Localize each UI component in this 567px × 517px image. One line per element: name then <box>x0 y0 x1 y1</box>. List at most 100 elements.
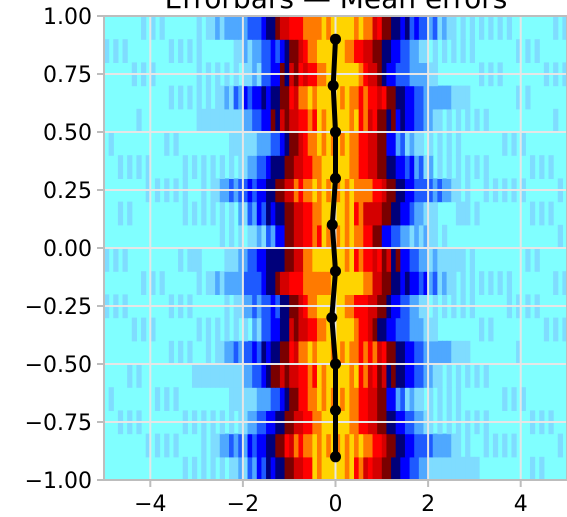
heatmap-cell <box>349 317 355 342</box>
heatmap-cell <box>497 271 503 295</box>
heatmap-cell <box>256 16 263 40</box>
heatmap-cell <box>201 364 207 388</box>
heatmap-cell <box>321 456 327 480</box>
heatmap-cell <box>127 201 133 226</box>
heatmap-cell <box>428 248 434 272</box>
heatmap-cell <box>391 317 397 342</box>
heatmap-cell <box>451 340 457 365</box>
heatmap-cell <box>432 456 438 480</box>
heatmap-cell <box>298 39 304 63</box>
heatmap-cell <box>409 224 415 249</box>
heatmap-cell <box>367 39 374 63</box>
heatmap-cell <box>312 387 318 411</box>
heatmap-cell <box>178 39 184 63</box>
heatmap-cell <box>307 340 313 365</box>
heatmap-cell <box>238 248 244 272</box>
heatmap-cell <box>122 248 128 272</box>
heatmap-cell <box>349 364 355 388</box>
heatmap-cell <box>446 433 452 458</box>
heatmap-cell <box>479 271 485 295</box>
heatmap-cell <box>307 201 313 226</box>
heatmap-cell <box>492 433 499 458</box>
heatmap-cell <box>367 340 374 365</box>
heatmap-cell <box>270 340 276 365</box>
heatmap-cell <box>270 39 276 63</box>
heatmap-cell <box>252 85 258 110</box>
heatmap-cell <box>381 201 388 226</box>
heatmap-cell <box>289 456 295 480</box>
heatmap-cell <box>154 387 161 411</box>
heatmap-cell <box>307 456 313 480</box>
heatmap-cell <box>465 85 471 110</box>
heatmap-cell <box>423 271 429 295</box>
heatmap-cell <box>307 248 313 272</box>
heatmap-cell <box>312 433 318 458</box>
heatmap-cell <box>330 16 337 40</box>
heatmap-cell <box>219 364 225 388</box>
heatmap-cell <box>252 132 258 156</box>
heatmap-cell <box>284 39 290 63</box>
heatmap-cell <box>219 340 225 365</box>
heatmap-cell <box>326 433 332 458</box>
heatmap-cell <box>395 456 401 480</box>
heatmap-cell <box>395 85 401 110</box>
heatmap-cell <box>321 271 327 295</box>
heatmap-cell <box>469 16 475 40</box>
heatmap-cell <box>409 433 415 458</box>
heatmap-cell <box>381 16 388 40</box>
heatmap-cell <box>233 317 239 342</box>
heatmap-cell <box>432 433 438 458</box>
heatmap-cell <box>229 108 235 133</box>
heatmap-cell <box>312 224 318 249</box>
heatmap-cell <box>289 201 295 226</box>
heatmap-cell <box>219 224 225 249</box>
heatmap-cell <box>363 456 369 480</box>
heatmap-cell <box>312 85 318 110</box>
heatmap-cell <box>428 387 434 411</box>
heatmap-cell <box>553 317 559 342</box>
heatmap-cell <box>372 317 378 342</box>
heatmap-cell <box>307 364 313 388</box>
heatmap-cell <box>367 201 374 226</box>
heatmap-cell <box>349 16 355 40</box>
heatmap-cell <box>446 456 452 480</box>
heatmap-cell <box>238 224 244 249</box>
heatmap-cell <box>349 340 355 365</box>
heatmap-cell <box>233 387 239 411</box>
heatmap-cell <box>284 224 290 249</box>
heatmap-cell <box>279 132 286 156</box>
heatmap-cell <box>266 39 272 63</box>
heatmap-cell <box>104 248 110 272</box>
heatmap-cell <box>191 248 198 272</box>
heatmap-cell <box>386 85 392 110</box>
heatmap-cell <box>104 39 110 63</box>
heatmap-cell <box>266 248 272 272</box>
mean-error-line <box>329 39 338 457</box>
heatmap-cell <box>395 201 401 226</box>
heatmap-cell <box>372 16 378 40</box>
heatmap-cell <box>238 340 244 365</box>
heatmap-cell <box>358 271 364 295</box>
heatmap-cell <box>418 39 425 63</box>
heatmap-cell <box>367 317 374 342</box>
heatmap-cell <box>210 16 216 40</box>
heatmap-cell <box>386 387 392 411</box>
mean-error-point <box>330 126 341 138</box>
heatmap-cell <box>465 433 471 458</box>
heatmap-cell <box>261 340 267 365</box>
heatmap-cell <box>367 85 374 110</box>
heatmap-cell <box>316 387 323 411</box>
heatmap-cell <box>520 387 526 411</box>
heatmap-cell <box>451 16 457 40</box>
heatmap-cell <box>335 433 341 458</box>
heatmap-cell <box>400 201 406 226</box>
heatmap-cell <box>312 456 318 480</box>
heatmap-cell <box>354 132 360 156</box>
heatmap-cell <box>377 201 383 226</box>
heatmap-cell <box>247 108 253 133</box>
heatmap-cell <box>488 271 494 295</box>
heatmap-cell <box>404 201 411 226</box>
heatmap-cell <box>455 108 462 133</box>
heatmap-cell <box>340 224 346 249</box>
heatmap-cell <box>270 456 276 480</box>
